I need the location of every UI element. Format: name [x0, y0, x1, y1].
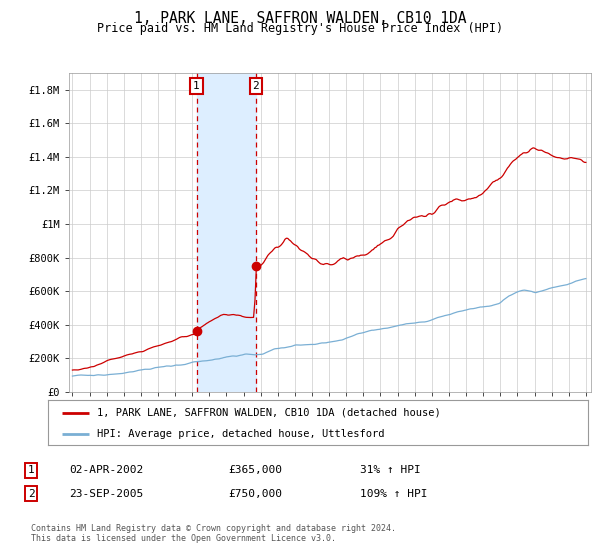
Text: £365,000: £365,000	[228, 465, 282, 475]
Text: 23-SEP-2005: 23-SEP-2005	[69, 489, 143, 499]
Text: Contains HM Land Registry data © Crown copyright and database right 2024.
This d: Contains HM Land Registry data © Crown c…	[31, 524, 396, 543]
Text: 2: 2	[253, 81, 259, 91]
Text: 2: 2	[28, 489, 35, 499]
Text: 31% ↑ HPI: 31% ↑ HPI	[360, 465, 421, 475]
Text: 02-APR-2002: 02-APR-2002	[69, 465, 143, 475]
Bar	[197, 73, 256, 392]
Text: 109% ↑ HPI: 109% ↑ HPI	[360, 489, 427, 499]
Text: HPI: Average price, detached house, Uttlesford: HPI: Average price, detached house, Uttl…	[97, 428, 384, 438]
Text: 1: 1	[28, 465, 35, 475]
Text: £750,000: £750,000	[228, 489, 282, 499]
Text: 1, PARK LANE, SAFFRON WALDEN, CB10 1DA: 1, PARK LANE, SAFFRON WALDEN, CB10 1DA	[134, 11, 466, 26]
Text: Price paid vs. HM Land Registry's House Price Index (HPI): Price paid vs. HM Land Registry's House …	[97, 22, 503, 35]
Text: 1: 1	[193, 81, 200, 91]
Text: 1, PARK LANE, SAFFRON WALDEN, CB10 1DA (detached house): 1, PARK LANE, SAFFRON WALDEN, CB10 1DA (…	[97, 408, 440, 418]
